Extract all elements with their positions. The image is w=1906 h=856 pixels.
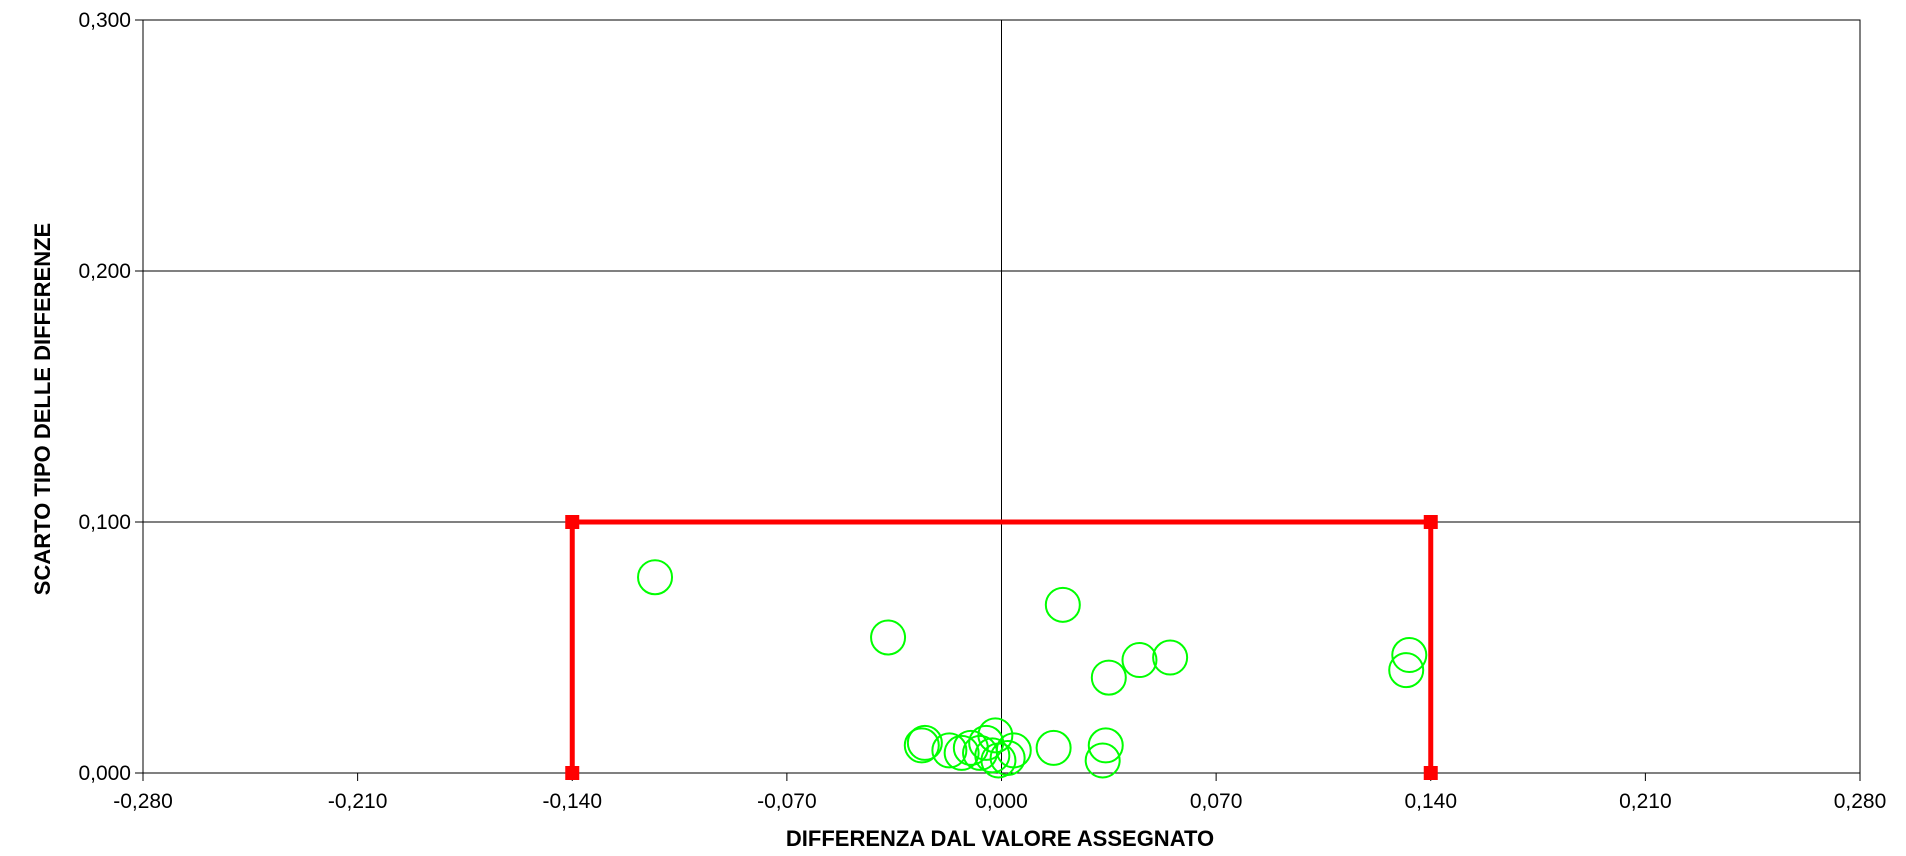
x-tick-label: -0,140 bbox=[542, 790, 602, 813]
x-tick-label: 0,070 bbox=[1190, 790, 1243, 813]
y-tick-label: 0,000 bbox=[78, 762, 131, 785]
y-tick-label: 0,300 bbox=[78, 9, 131, 32]
x-tick-label: 0,000 bbox=[975, 790, 1028, 813]
data-point bbox=[943, 734, 980, 771]
data-point bbox=[995, 732, 1032, 769]
x-tick-label: -0,070 bbox=[757, 790, 817, 813]
data-points bbox=[637, 559, 1428, 779]
x-axis-title: DIFFERENZA DAL VALORE ASSEGNATO bbox=[786, 826, 1214, 851]
x-tick-labels: -0,280 -0,210 -0,140 -0,070 0,000 0,070 0,140 0… bbox=[113, 790, 1886, 813]
data-point bbox=[974, 737, 1011, 774]
data-point bbox=[1152, 639, 1189, 676]
data-point bbox=[637, 559, 674, 596]
limit-box-marker bbox=[1423, 515, 1438, 529]
data-point bbox=[931, 732, 968, 769]
gridlines bbox=[143, 19, 1860, 773]
limit-box-marker bbox=[565, 515, 580, 529]
limit-box-marker bbox=[565, 766, 580, 780]
data-point bbox=[906, 724, 943, 761]
data-point bbox=[903, 727, 940, 764]
data-point bbox=[1087, 727, 1124, 764]
y-axis-title: SCARTO TIPO DELLE DIFFERENZE bbox=[30, 223, 55, 595]
data-point bbox=[1090, 659, 1127, 696]
axes bbox=[135, 19, 1861, 781]
limit-box bbox=[565, 515, 1438, 780]
x-tick-label: 0,210 bbox=[1619, 790, 1672, 813]
x-tick-label: 0,280 bbox=[1834, 790, 1887, 813]
data-point bbox=[977, 717, 1014, 754]
x-tick-label: -0,210 bbox=[328, 790, 388, 813]
data-point bbox=[1035, 729, 1072, 766]
data-point bbox=[1084, 742, 1121, 779]
limit-box-line bbox=[569, 519, 1434, 773]
x-tick-label: 0,140 bbox=[1404, 790, 1457, 813]
data-point bbox=[1121, 642, 1158, 679]
x-tick-label: -0,280 bbox=[113, 790, 173, 813]
data-point bbox=[1388, 652, 1425, 689]
data-point bbox=[1044, 586, 1081, 623]
data-point bbox=[870, 619, 907, 656]
y-tick-label: 0,100 bbox=[78, 511, 131, 534]
y-tick-labels: 0,000 0,100 0,200 0,300 bbox=[78, 9, 131, 785]
y-tick-label: 0,200 bbox=[78, 260, 131, 283]
data-point bbox=[1391, 637, 1428, 674]
data-point bbox=[989, 739, 1026, 776]
limit-box-marker bbox=[1423, 766, 1438, 780]
